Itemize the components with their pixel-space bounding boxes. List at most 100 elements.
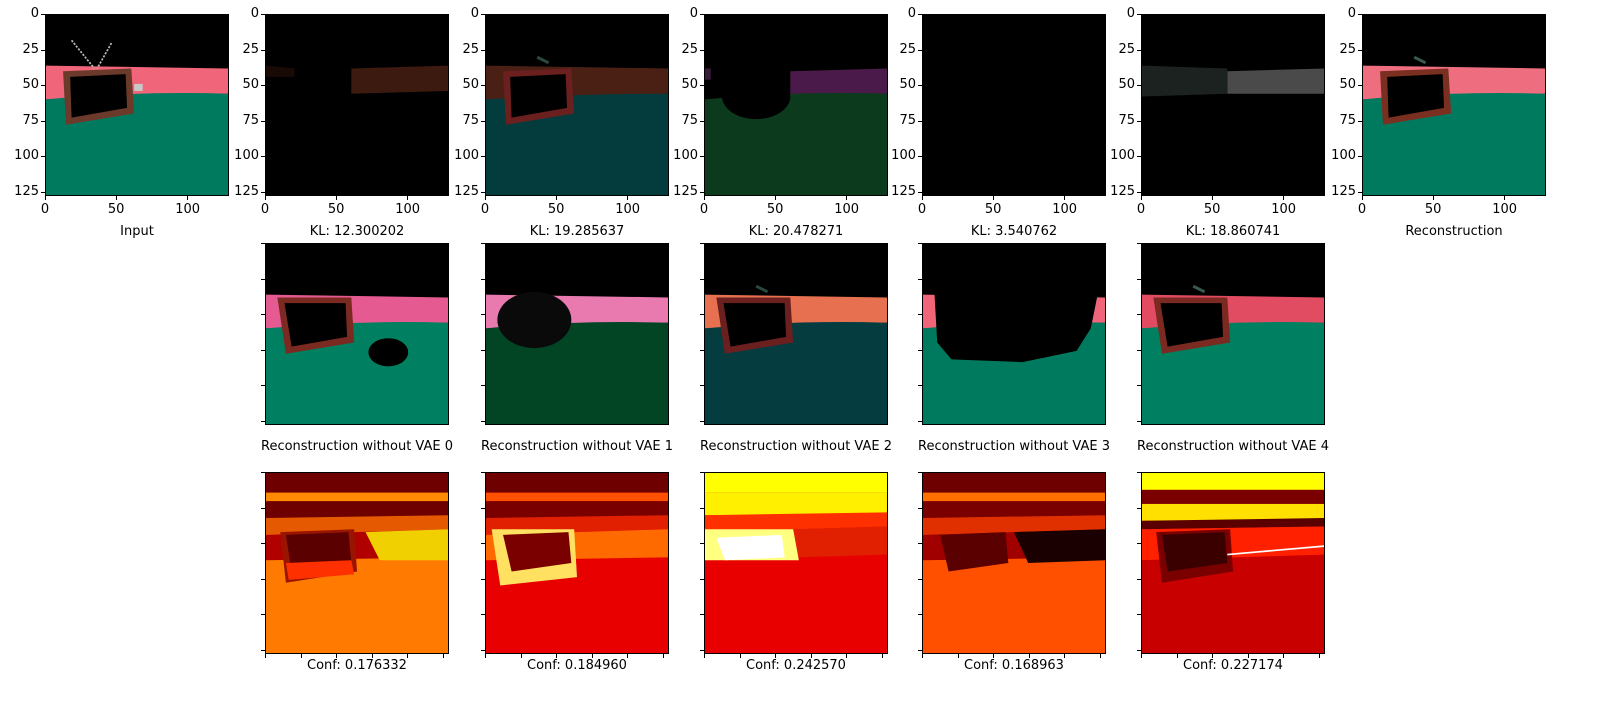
ytick-mark xyxy=(700,243,704,244)
xtick-mark xyxy=(957,654,959,658)
xtick-mark xyxy=(1318,654,1320,658)
recon-without-vae-panel-3 xyxy=(922,243,1106,425)
panel-label: Reconstruction xyxy=(1405,224,1503,239)
ytick-label: 100 xyxy=(14,148,39,164)
ytick-mark xyxy=(1137,578,1141,580)
ytick-label: 50 xyxy=(681,77,698,93)
xtick-mark xyxy=(1028,654,1030,658)
xtick-mark xyxy=(336,196,338,200)
xtick-label: 50 xyxy=(1203,202,1221,217)
ytick-mark xyxy=(261,649,265,651)
ytick-label: 25 xyxy=(1339,41,1356,57)
ytick-label: 25 xyxy=(462,41,479,57)
xtick-label: 0 xyxy=(699,202,709,217)
ytick-label: 125 xyxy=(454,183,479,199)
xtick-mark xyxy=(739,654,741,658)
ytick-label: 0 xyxy=(250,6,259,21)
ytick-mark xyxy=(700,191,704,193)
vae-1-image xyxy=(486,15,668,195)
ytick-mark xyxy=(700,614,704,616)
ytick-mark xyxy=(1137,543,1141,545)
ytick-mark xyxy=(1137,14,1141,15)
xtick-mark xyxy=(1283,196,1285,200)
ytick-label: 50 xyxy=(22,77,39,93)
ytick-mark xyxy=(261,543,265,545)
ytick-label: 50 xyxy=(462,77,479,93)
xtick-mark xyxy=(1212,654,1214,658)
vae-3-image xyxy=(923,15,1105,195)
xtick-mark xyxy=(187,196,189,200)
ytick-mark xyxy=(700,385,704,387)
ytick-label: 100 xyxy=(1110,148,1135,164)
xtick-mark xyxy=(846,196,848,200)
ytick-mark xyxy=(1137,278,1141,280)
input-image-panel xyxy=(45,14,229,196)
ytick-mark xyxy=(41,49,45,51)
xtick-label: 100 xyxy=(395,202,421,217)
ytick-mark xyxy=(1358,49,1362,51)
ytick-label: 75 xyxy=(242,112,259,128)
xtick-mark xyxy=(922,196,923,200)
xtick-mark xyxy=(1362,196,1363,200)
xtick-label: 100 xyxy=(1492,202,1518,217)
ytick-label: 125 xyxy=(234,183,259,199)
ytick-mark xyxy=(261,120,265,122)
xtick-label: 0 xyxy=(917,202,927,217)
ytick-mark xyxy=(261,507,265,509)
ytick-mark xyxy=(481,472,485,473)
ytick-mark xyxy=(481,349,485,351)
xtick-label: 100 xyxy=(834,202,860,217)
xtick-label: 0 xyxy=(1136,202,1146,217)
ytick-mark xyxy=(1137,420,1141,422)
ytick-mark xyxy=(481,243,485,244)
ytick-mark xyxy=(261,191,265,193)
xtick-label: 100 xyxy=(1052,202,1078,217)
conf-heatmap-panel-4 xyxy=(1141,472,1325,654)
ytick-mark xyxy=(700,120,704,122)
xtick-mark xyxy=(627,196,629,200)
conf-heatmap-3 xyxy=(923,473,1105,653)
panel-label: Reconstruction without VAE 2 xyxy=(700,439,892,454)
ytick-mark xyxy=(41,156,45,158)
ytick-label: 25 xyxy=(899,41,916,57)
ytick-mark xyxy=(1137,314,1141,316)
ytick-mark xyxy=(481,420,485,422)
xtick-label: 0 xyxy=(40,202,50,217)
conf-heatmap-1 xyxy=(486,473,668,653)
ytick-mark xyxy=(918,385,922,387)
recon-without-vae-3-image xyxy=(923,244,1105,424)
xtick-mark xyxy=(300,654,302,658)
ytick-mark xyxy=(1358,14,1362,15)
ytick-label: 125 xyxy=(1331,183,1356,199)
panel-label: Conf: 0.242570 xyxy=(746,658,846,673)
xtick-mark xyxy=(846,654,848,658)
ytick-mark xyxy=(700,578,704,580)
ytick-mark xyxy=(481,156,485,158)
input-image xyxy=(46,15,228,195)
ytick-label: 125 xyxy=(673,183,698,199)
xtick-mark xyxy=(662,654,664,658)
conf-heatmap-0 xyxy=(266,473,448,653)
ytick-mark xyxy=(700,543,704,545)
ytick-mark xyxy=(1137,243,1141,244)
conf-heatmap-panel-1 xyxy=(485,472,669,654)
ytick-mark xyxy=(918,614,922,616)
xtick-mark xyxy=(1504,196,1506,200)
xtick-label: 0 xyxy=(260,202,270,217)
recon-without-vae-2-image xyxy=(705,244,887,424)
recon-without-vae-1-image xyxy=(486,244,668,424)
ytick-mark xyxy=(1358,156,1362,158)
xtick-mark xyxy=(556,654,558,658)
ytick-mark xyxy=(918,578,922,580)
ytick-mark xyxy=(261,314,265,316)
xtick-label: 100 xyxy=(615,202,641,217)
xtick-mark xyxy=(1176,654,1178,658)
ytick-label: 25 xyxy=(22,41,39,57)
recon-without-vae-panel-1 xyxy=(485,243,669,425)
ytick-label: 50 xyxy=(242,77,259,93)
xtick-mark xyxy=(922,654,923,658)
ytick-mark xyxy=(918,314,922,316)
ytick-mark xyxy=(1358,191,1362,193)
vae-4-image xyxy=(1142,15,1324,195)
panel-label: Conf: 0.176332 xyxy=(307,658,407,673)
